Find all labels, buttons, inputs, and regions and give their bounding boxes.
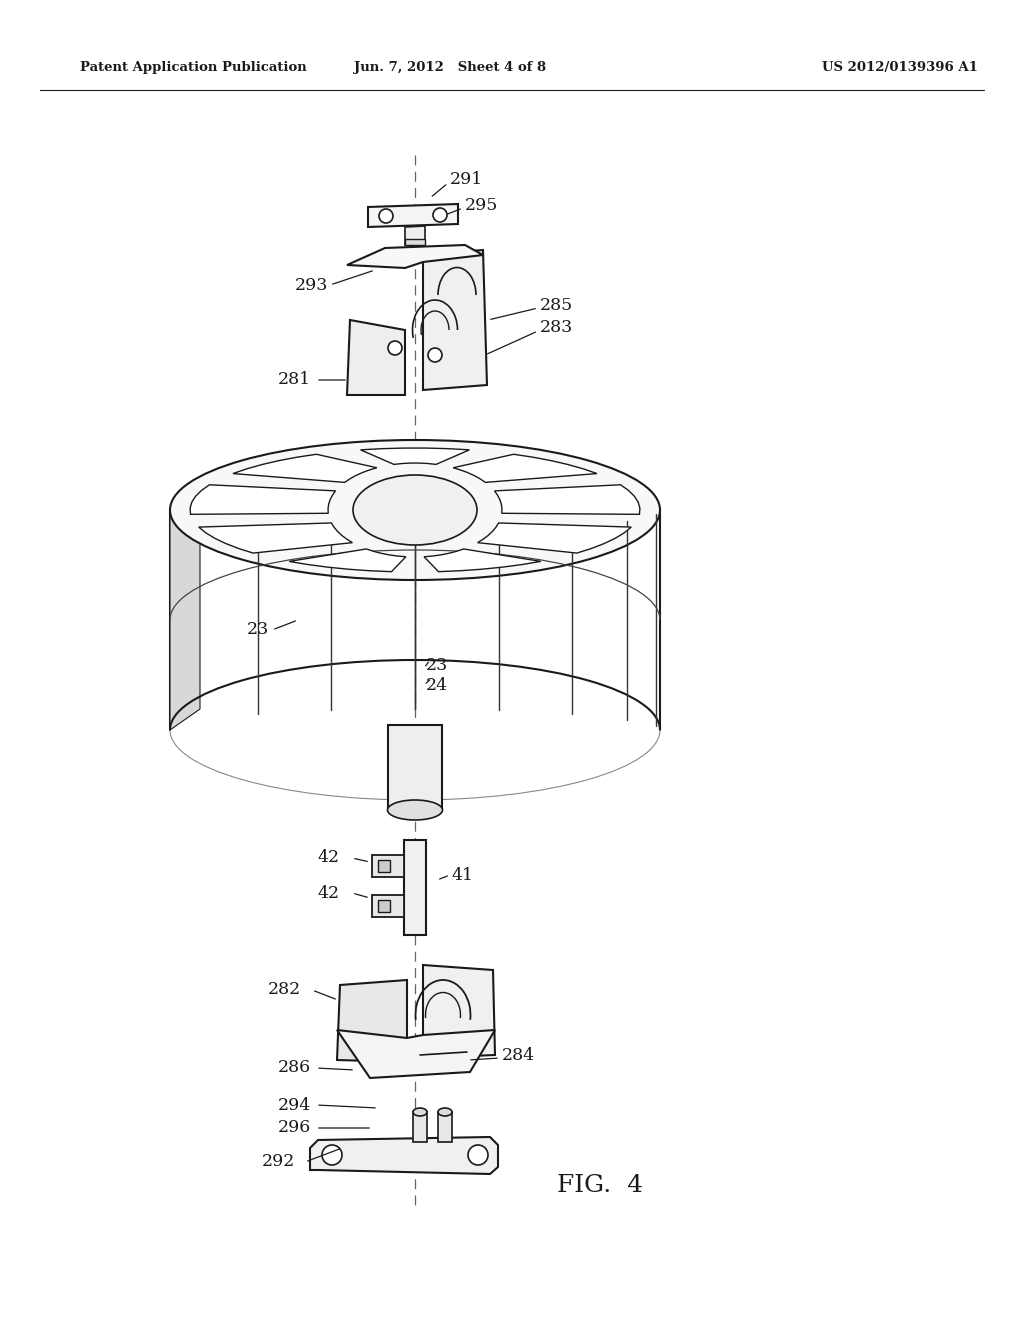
Circle shape xyxy=(379,209,393,223)
Polygon shape xyxy=(170,510,200,730)
Circle shape xyxy=(468,1144,488,1166)
Text: Jun. 7, 2012   Sheet 4 of 8: Jun. 7, 2012 Sheet 4 of 8 xyxy=(354,62,546,74)
Ellipse shape xyxy=(438,1107,452,1115)
Circle shape xyxy=(388,341,402,355)
Polygon shape xyxy=(404,840,426,935)
Polygon shape xyxy=(423,965,495,1059)
Ellipse shape xyxy=(170,440,660,579)
Text: 293: 293 xyxy=(295,276,329,293)
Text: 285: 285 xyxy=(540,297,573,314)
Circle shape xyxy=(322,1144,342,1166)
Polygon shape xyxy=(289,549,406,572)
Polygon shape xyxy=(495,484,640,515)
Text: 41: 41 xyxy=(452,866,474,883)
Polygon shape xyxy=(406,239,425,246)
Text: 286: 286 xyxy=(278,1060,311,1077)
Text: US 2012/0139396 A1: US 2012/0139396 A1 xyxy=(822,62,978,74)
Ellipse shape xyxy=(413,1107,427,1115)
Text: 24: 24 xyxy=(426,676,449,693)
Text: 42: 42 xyxy=(318,884,340,902)
Polygon shape xyxy=(337,1030,495,1078)
Polygon shape xyxy=(347,319,406,395)
Polygon shape xyxy=(423,249,487,389)
Text: 284: 284 xyxy=(502,1047,536,1064)
Text: Patent Application Publication: Patent Application Publication xyxy=(80,62,307,74)
Polygon shape xyxy=(372,895,404,917)
Text: 292: 292 xyxy=(262,1154,295,1171)
Circle shape xyxy=(428,348,442,362)
Text: 42: 42 xyxy=(318,850,340,866)
Text: 23: 23 xyxy=(247,622,269,639)
Polygon shape xyxy=(190,484,336,515)
Circle shape xyxy=(433,209,447,222)
Text: 294: 294 xyxy=(278,1097,311,1114)
Polygon shape xyxy=(347,246,483,268)
Text: 281: 281 xyxy=(278,371,311,388)
Polygon shape xyxy=(477,523,631,553)
Polygon shape xyxy=(378,861,390,873)
Polygon shape xyxy=(199,523,352,553)
Text: 296: 296 xyxy=(278,1119,311,1137)
Polygon shape xyxy=(438,1111,452,1142)
Polygon shape xyxy=(406,226,425,246)
Polygon shape xyxy=(424,549,541,572)
Polygon shape xyxy=(337,979,407,1063)
Text: FIG.  4: FIG. 4 xyxy=(557,1173,643,1196)
Polygon shape xyxy=(388,725,442,810)
Text: 295: 295 xyxy=(465,197,499,214)
Text: 23: 23 xyxy=(426,656,449,673)
Ellipse shape xyxy=(387,800,442,820)
Polygon shape xyxy=(233,454,377,482)
Text: 291: 291 xyxy=(450,172,483,189)
Ellipse shape xyxy=(353,475,477,545)
Polygon shape xyxy=(310,1137,498,1173)
Text: 283: 283 xyxy=(540,319,573,337)
Polygon shape xyxy=(360,447,469,465)
Polygon shape xyxy=(454,454,597,482)
Polygon shape xyxy=(378,900,390,912)
Polygon shape xyxy=(368,205,458,227)
Text: 282: 282 xyxy=(268,982,301,998)
Polygon shape xyxy=(413,1111,427,1142)
Polygon shape xyxy=(372,855,404,876)
